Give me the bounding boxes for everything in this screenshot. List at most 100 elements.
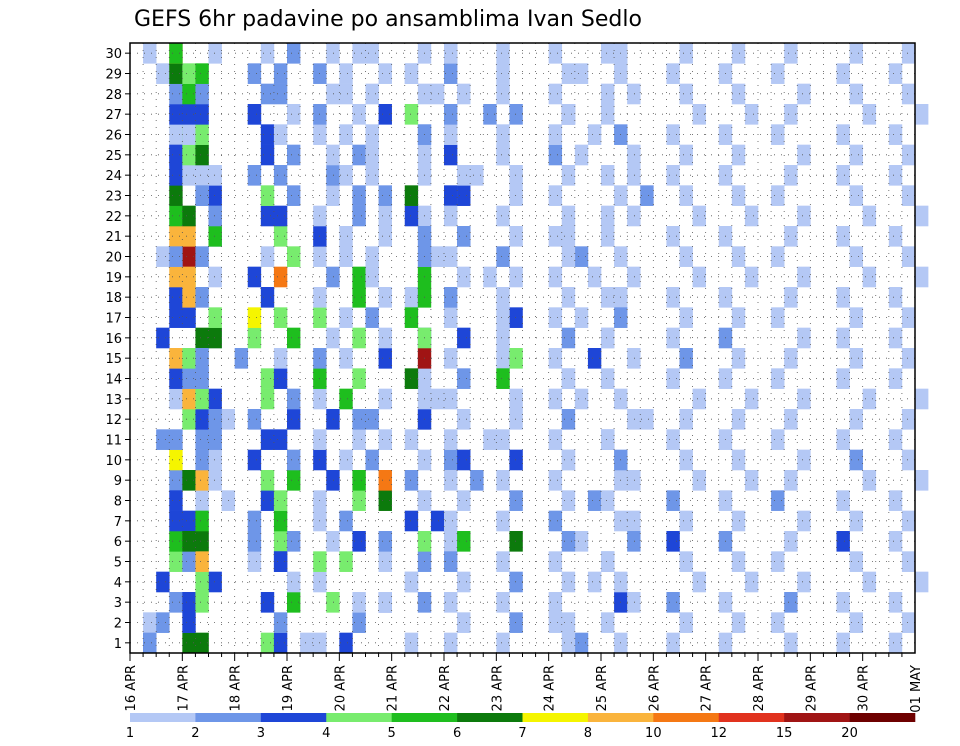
- heatmap-cell: [771, 612, 785, 633]
- heatmap-cell: [156, 571, 170, 593]
- heatmap-cell: [849, 83, 863, 105]
- heatmap-cell: [287, 144, 301, 166]
- heatmap-cell: [208, 429, 222, 450]
- heatmap-cell: [915, 571, 929, 593]
- heatmap-cell: [260, 388, 275, 410]
- heatmap-cell: [169, 490, 183, 511]
- heatmap-cell: [352, 287, 366, 308]
- heatmap-cell: [260, 490, 275, 511]
- heatmap-cell: [561, 63, 576, 84]
- heatmap-cell: [784, 632, 798, 654]
- heatmap-cell: [260, 205, 275, 227]
- y-tick-label: 14: [105, 373, 122, 388]
- heatmap-cell: [548, 510, 563, 532]
- heatmap-cell: [548, 592, 563, 613]
- heatmap-cell: [587, 266, 602, 288]
- heatmap-cell: [195, 348, 209, 369]
- heatmap-cell: [587, 124, 602, 145]
- heatmap-cell: [561, 287, 576, 308]
- y-tick-label: 16: [105, 332, 122, 347]
- heatmap-cell: [169, 185, 183, 206]
- heatmap-cell: [601, 205, 615, 227]
- heatmap-cell: [692, 205, 706, 227]
- heatmap-cell: [326, 266, 340, 288]
- heatmap-cell: [169, 83, 183, 105]
- heatmap-cell: [666, 429, 680, 450]
- heatmap-cell: [692, 266, 706, 288]
- heatmap-cell: [169, 205, 183, 227]
- heatmap-cell: [260, 368, 275, 389]
- x-tick-label: 16 APR: [124, 665, 139, 711]
- heatmap-cell: [378, 287, 392, 308]
- y-tick-label: 5: [114, 556, 122, 571]
- heatmap-cell: [444, 43, 458, 64]
- heatmap-cell: [247, 266, 262, 288]
- heatmap-cell: [339, 165, 353, 186]
- x-tick-label: 27 APR: [700, 665, 715, 711]
- heatmap-cell: [195, 104, 209, 125]
- heatmap-cell: [182, 307, 196, 328]
- heatmap-cell: [208, 43, 222, 64]
- heatmap-cell: [679, 185, 693, 206]
- heatmap-cell: [247, 165, 262, 186]
- heatmap-cell: [444, 287, 458, 308]
- heatmap-cell: [273, 348, 288, 369]
- heatmap-cell: [601, 490, 615, 511]
- heatmap-cell: [496, 83, 510, 105]
- heatmap-cell: [378, 592, 392, 613]
- heatmap-cell: [901, 409, 916, 430]
- heatmap-cell: [339, 226, 353, 247]
- heatmap-cell: [888, 429, 903, 450]
- heatmap-cell: [195, 470, 209, 491]
- heatmap-cell: [195, 510, 209, 532]
- heatmap-cell: [182, 287, 196, 308]
- heatmap-cell: [287, 327, 301, 349]
- heatmap-cell: [208, 165, 222, 186]
- heatmap-cell: [457, 571, 471, 593]
- y-tick-label: 1: [114, 637, 122, 652]
- heatmap-cell: [496, 307, 510, 328]
- heatmap-cell: [352, 185, 366, 206]
- heatmap-cell: [496, 205, 510, 227]
- heatmap-cell: [287, 449, 301, 471]
- heatmap-cell: [901, 307, 916, 328]
- heatmap-cell: [378, 531, 392, 552]
- legend-swatch: [130, 713, 196, 722]
- heatmap-cell: [679, 348, 693, 369]
- heatmap-cell: [273, 165, 288, 186]
- heatmap-cell: [784, 409, 798, 430]
- heatmap-cell: [587, 348, 602, 369]
- heatmap-cell: [836, 226, 850, 247]
- heatmap-cell: [195, 165, 209, 186]
- heatmap-cell: [797, 388, 811, 410]
- heatmap-cell: [888, 327, 903, 349]
- heatmap-cell: [444, 470, 458, 491]
- heatmap-cell: [561, 226, 576, 247]
- heatmap-cell: [797, 266, 811, 288]
- heatmap-cell: [430, 510, 445, 532]
- heatmap-cell: [548, 388, 563, 410]
- heatmap-cell: [404, 571, 419, 593]
- heatmap-cell: [169, 287, 183, 308]
- heatmap-cell: [457, 531, 471, 552]
- heatmap-cell: [731, 348, 746, 369]
- heatmap-cell: [247, 63, 262, 84]
- heatmap-cell: [404, 632, 419, 654]
- legend-swatch: [522, 713, 589, 722]
- y-tick-label: 6: [114, 535, 122, 550]
- legend-label: 6: [453, 726, 461, 741]
- heatmap-cell: [666, 165, 680, 186]
- heatmap-cell: [888, 592, 903, 613]
- heatmap-cell: [273, 307, 288, 328]
- heatmap-cell: [561, 490, 576, 511]
- color-legend: 1 2 3 4 5 6 7 8 10 12 15 20: [126, 713, 916, 741]
- heatmap-cell: [156, 63, 170, 84]
- heatmap-cell: [915, 266, 929, 288]
- heatmap-cell: [627, 348, 641, 369]
- heatmap-cell: [862, 470, 877, 491]
- heatmap-cell: [901, 510, 916, 532]
- heatmap-cell: [509, 165, 523, 186]
- heatmap-cell: [574, 632, 589, 654]
- legend-swatch: [718, 713, 785, 722]
- heatmap-cell: [548, 83, 563, 105]
